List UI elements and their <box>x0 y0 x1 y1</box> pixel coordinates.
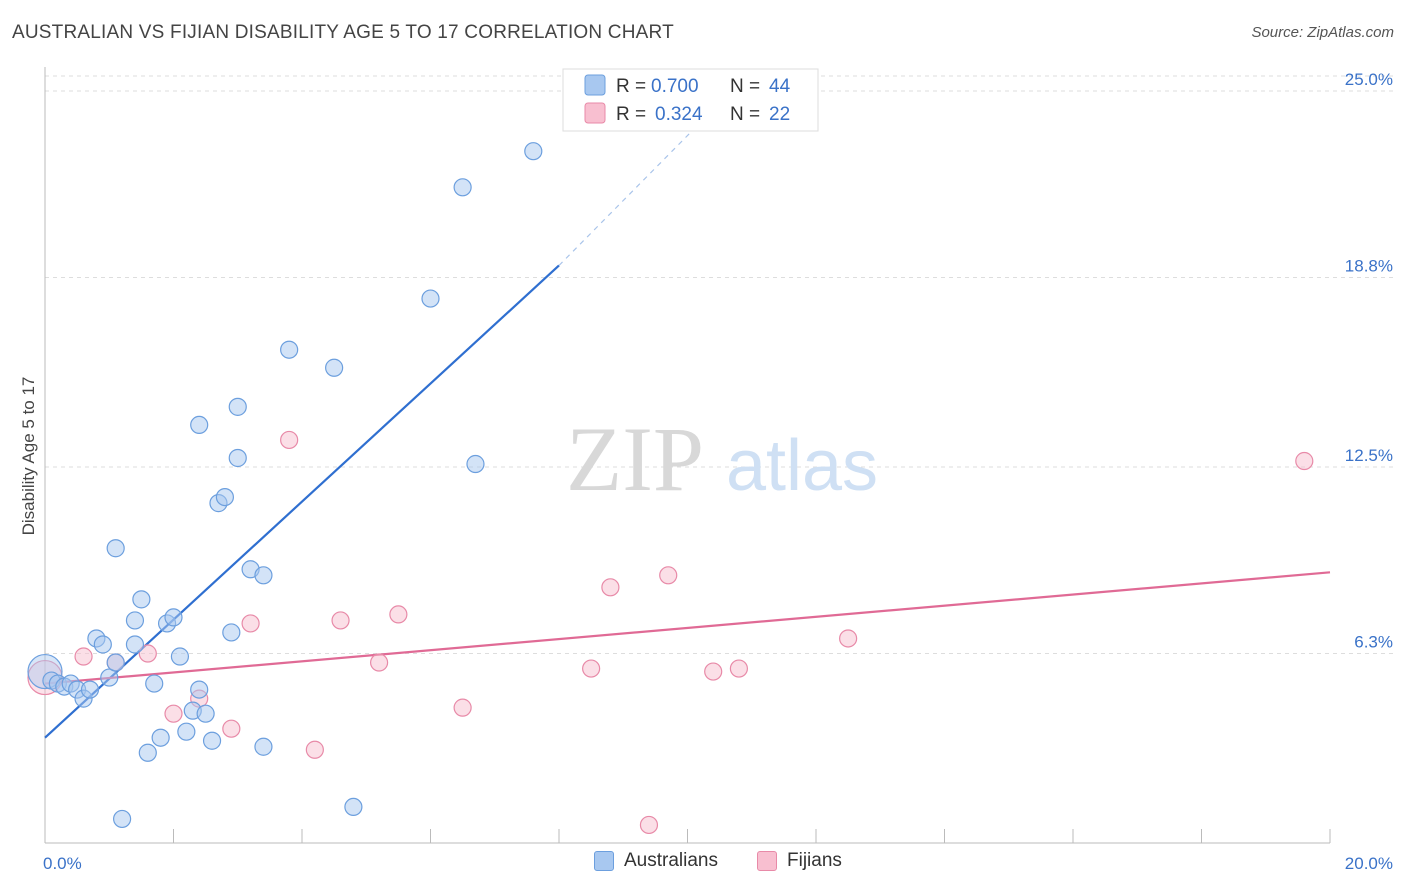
points-layer <box>27 142 1314 835</box>
data-point-australians <box>190 680 209 699</box>
data-point-fijians <box>1295 451 1314 471</box>
data-point-australians <box>254 737 273 756</box>
watermark-zip: ZIP <box>566 408 704 510</box>
data-point-australians <box>93 635 112 654</box>
y-tick-label: 12.5% <box>1345 446 1393 465</box>
legend-r-label-fijians: R = <box>616 104 651 125</box>
legend-n-value-australians: 44 <box>769 76 791 97</box>
data-point-australians <box>138 743 157 762</box>
legend-n-label-australians: N = <box>730 76 765 97</box>
data-point-fijians <box>305 740 324 759</box>
trend-line-australians <box>44 264 560 739</box>
data-point-australians <box>106 539 125 558</box>
x-tick-label: 0.0% <box>43 854 82 873</box>
y-axis-label: Disability Age 5 to 17 <box>19 377 38 536</box>
legend-r-value-australians: 0.700 <box>651 76 699 97</box>
data-point-australians <box>151 728 170 747</box>
data-point-australians <box>106 653 125 672</box>
data-point-australians <box>80 680 100 699</box>
data-point-fijians <box>222 719 241 738</box>
bottom-legend-swatch-fijians <box>757 851 777 871</box>
data-point-australians <box>466 454 485 474</box>
bottom-legend-item-australians: Australians <box>594 850 718 872</box>
watermark: ZIP atlas <box>566 408 878 510</box>
data-point-australians <box>280 340 299 359</box>
data-point-australians <box>222 623 241 642</box>
data-point-fijians <box>370 653 389 672</box>
y-tick-label: 18.8% <box>1345 257 1393 276</box>
data-point-fijians <box>601 578 620 597</box>
bottom-legend-label-fijians: Fijians <box>787 850 842 871</box>
data-point-australians <box>125 635 145 654</box>
watermark-atlas: atlas <box>726 426 878 506</box>
data-point-australians <box>228 448 247 468</box>
data-point-fijians <box>164 704 183 723</box>
data-point-fijians <box>659 566 678 585</box>
data-point-australians <box>132 590 151 609</box>
trend-line-fijians <box>44 571 1331 685</box>
data-point-fijians <box>74 647 93 666</box>
data-point-australians <box>453 178 472 197</box>
legend-swatch-fijians <box>584 102 606 124</box>
legend-n-value-fijians: 22 <box>769 104 790 125</box>
data-point-fijians <box>453 698 472 717</box>
data-point-australians <box>164 608 183 627</box>
data-point-australians <box>112 809 132 829</box>
data-point-fijians <box>704 662 723 681</box>
data-point-australians <box>325 358 344 377</box>
y-tick-label: 6.3% <box>1354 633 1393 652</box>
axis-layer: 6.3% 12.5% 18.8% 25.0% 0.0% 20.0% <box>43 67 1393 873</box>
data-point-fijians <box>331 611 350 630</box>
data-point-australians <box>228 397 247 416</box>
data-point-fijians <box>241 614 260 633</box>
legend-n-label-fijians: N = <box>730 104 765 125</box>
data-point-australians <box>190 415 209 435</box>
data-point-australians <box>202 731 222 750</box>
data-point-australians <box>254 566 273 585</box>
legend-swatch-australians <box>584 74 606 96</box>
data-point-australians <box>421 289 440 308</box>
bottom-legend-label-australians: Australians <box>624 850 718 871</box>
data-point-fijians <box>729 659 749 678</box>
x-tick-label: 20.0% <box>1345 854 1393 873</box>
data-point-australians <box>344 797 363 817</box>
data-point-fijians <box>639 815 659 835</box>
data-point-fijians <box>280 430 299 450</box>
data-point-australians <box>145 674 164 693</box>
data-point-australians <box>125 611 145 630</box>
bottom-legend: Australians Fijians <box>0 850 1406 880</box>
data-point-fijians <box>389 605 408 624</box>
data-point-australians <box>524 142 543 161</box>
legend-r-value-fijians: 0.324 <box>655 104 703 125</box>
data-point-australians <box>215 487 234 507</box>
data-point-australians <box>170 647 190 666</box>
legend-r-label-australians: R = <box>616 76 651 97</box>
y-tick-label: 25.0% <box>1345 70 1393 89</box>
legend-box: R = 0.700 N = 44 R = 0.324 N = 22 <box>562 68 819 132</box>
data-point-fijians <box>582 659 601 678</box>
data-point-fijians <box>138 644 157 663</box>
data-point-australians <box>196 704 215 723</box>
bottom-legend-swatch-australians <box>594 851 614 871</box>
chart-title: AUSTRALIAN VS FIJIAN DISABILITY AGE 5 TO… <box>12 22 674 43</box>
chart-source: Source: ZipAtlas.com <box>1251 24 1394 41</box>
bottom-legend-item-fijians: Fijians <box>757 850 842 872</box>
data-point-australians <box>177 722 196 741</box>
data-point-fijians <box>839 629 858 648</box>
data-point-australians <box>100 668 119 687</box>
